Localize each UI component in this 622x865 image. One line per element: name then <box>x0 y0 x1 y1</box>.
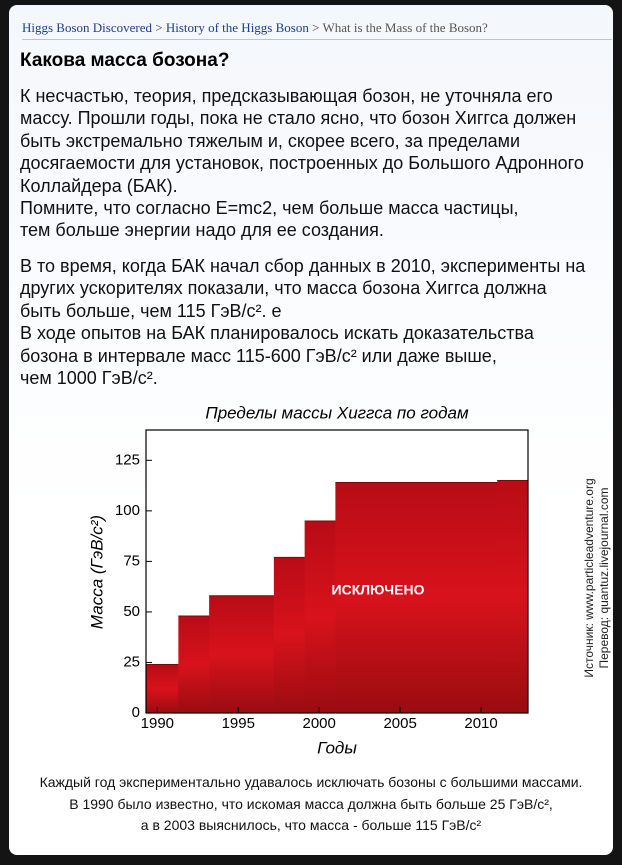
text-line: чем 1000 ГэВ/с². <box>20 368 158 389</box>
y-tick-label: 25 <box>123 653 140 670</box>
text-line: досягаемости для установок, построенных … <box>20 153 584 174</box>
y-tick-label: 0 <box>132 704 140 721</box>
caption-line: В 1990 было известно, что искомая масса … <box>69 795 553 812</box>
x-tick-label: 1995 <box>222 715 255 732</box>
excluded-step <box>209 595 275 713</box>
y-axis-label: Масса (ГэВ/с²) <box>87 515 106 629</box>
text-line: Помните, что согласно E=mc2, чем больше … <box>20 198 519 219</box>
caption: Каждый год экспериментально удавалось ис… <box>0 772 622 837</box>
paragraph: В то время, когда БАК начал сбор данных … <box>20 255 585 389</box>
text-line: быть экстремально тяжелым и, скорее всег… <box>20 130 521 151</box>
y-tick-label: 50 <box>123 603 140 620</box>
text-line: быть больше, чем 115 ГэВ/с². е <box>20 300 282 321</box>
crumb-current: What is the Mass of the Boson? <box>322 20 488 35</box>
x-tick-label: 2010 <box>464 715 497 732</box>
crumb-separator: > <box>312 20 320 35</box>
excluded-step <box>146 664 179 713</box>
excluded-step <box>178 615 210 713</box>
x-tick-label: 1990 <box>141 715 174 732</box>
y-tick-label: 75 <box>123 552 140 569</box>
text-line: других ускорителях показали, что масса б… <box>20 278 547 299</box>
side-note: Источник: www.particleadventure.org <box>582 478 596 677</box>
caption-line: Каждый год экспериментально удавалось ис… <box>39 774 583 790</box>
excluded-step <box>497 480 529 713</box>
y-tick-label: 125 <box>115 451 140 468</box>
text-line: бозона в интервале масс 115-600 ГэВ/с² и… <box>20 345 497 366</box>
text-line: массу. Прошли годы, пока не стало ясно, … <box>20 108 577 129</box>
excluded-step <box>304 520 336 713</box>
text-line: К несчастью, теория, предсказывающая боз… <box>20 86 553 106</box>
excluded-step <box>273 557 306 713</box>
page-title: Какова масса бозона? <box>20 50 230 71</box>
breadcrumb: Higgs Boson Discovered > History of the … <box>22 20 612 40</box>
text-line: Коллайдера (БАК). <box>20 175 178 196</box>
annotation: ИСКЛЮЧЕНО <box>332 582 425 598</box>
crumb-link[interactable]: History of the Higgs Boson <box>165 20 309 35</box>
text-line: В то время, когда БАК начал сбор данных … <box>20 256 586 276</box>
text-line: тем больше энергии надо для ее создания. <box>20 220 384 241</box>
chart-title: Пределы массы Хиггса по годам <box>205 403 469 422</box>
crumb-separator: > <box>155 20 163 35</box>
x-tick-label: 2000 <box>303 715 336 732</box>
excluded-step <box>335 482 498 713</box>
x-tick-label: 2005 <box>383 715 416 732</box>
plot-frame <box>145 429 529 714</box>
y-tick-label: 100 <box>115 502 140 519</box>
text-line: В ходе опытов на БАК планировалось искат… <box>20 323 534 344</box>
crumb-link[interactable]: Higgs Boson Discovered <box>22 20 152 35</box>
caption-line: а в 2003 выяснилось, что масса - больше … <box>140 817 482 833</box>
x-axis-label: Годы <box>317 738 357 757</box>
chart: Пределы массы Хиггса по годам Годы Масса… <box>87 403 611 757</box>
paragraph: К несчастью, теория, предсказывающая боз… <box>20 85 584 242</box>
side-note: Перевод: quantuz.livejournal.com <box>597 487 611 668</box>
